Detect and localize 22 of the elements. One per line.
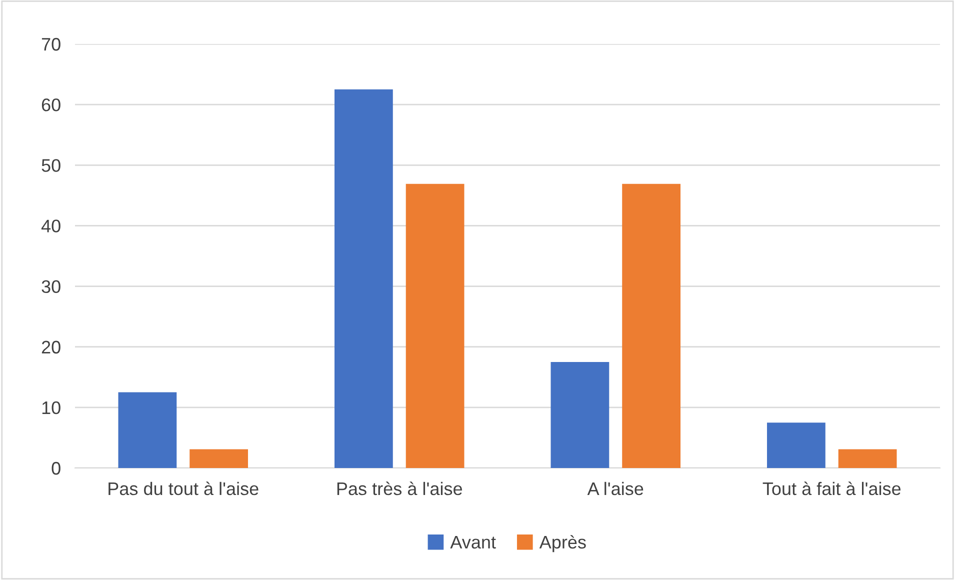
y-tick-label: 10 [42, 401, 60, 414]
y-tick-label: 0 [52, 462, 60, 475]
bar [550, 362, 610, 468]
bar [334, 89, 393, 468]
y-tick-label: 60 [42, 98, 60, 112]
bar [118, 392, 177, 468]
x-tick-label: Pas du tout à l'aise [108, 482, 258, 496]
bar [622, 184, 680, 468]
x-tick-label: Tout à fait à l'aise [762, 482, 901, 496]
bar [406, 184, 464, 468]
x-tick-label: A l'aise [587, 482, 644, 496]
bar [190, 449, 248, 468]
y-tick-label: 30 [42, 280, 60, 294]
legend-label: Après [539, 535, 586, 552]
y-tick-label: 20 [42, 340, 60, 354]
legend-label: Avant [450, 536, 496, 549]
bar [838, 449, 897, 468]
y-tick-label: 40 [41, 220, 60, 232]
x-tick-label: Pas très à l'aise [337, 482, 462, 496]
y-tick-label: 70 [42, 38, 60, 51]
bar [767, 422, 826, 468]
y-tick-label: 50 [42, 159, 60, 172]
